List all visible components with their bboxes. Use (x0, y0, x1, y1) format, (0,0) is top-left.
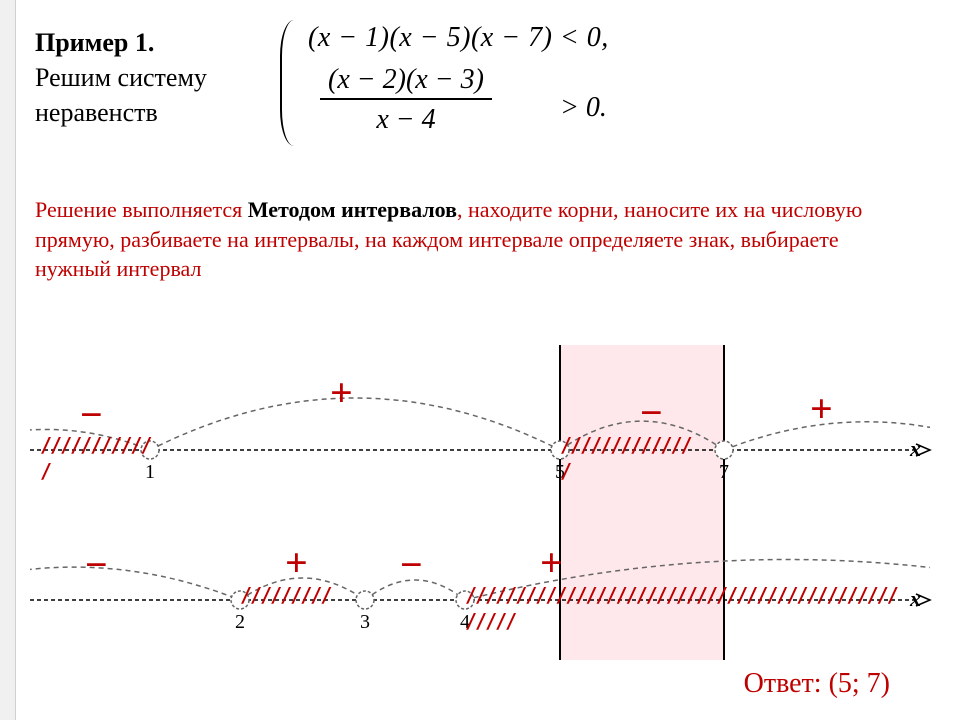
svg-text://///////////: ///////////// (560, 433, 691, 457)
svg-text:+: + (285, 540, 308, 585)
inequality-2-fraction: (x − 2)(x − 3) x − 4 (320, 64, 492, 136)
svg-text:3: 3 (360, 611, 370, 633)
expl-bold: Методом интервалов (248, 197, 457, 222)
brace-icon (280, 20, 302, 146)
system-of-inequalities: (x − 1)(x − 5)(x − 7) < 0, (x − 2)(x − 3… (280, 12, 640, 152)
svg-text:−: − (85, 542, 108, 587)
explanation-text: Решение выполняется Методом интервалов, … (35, 195, 900, 284)
interval-diagram: 157−+−+//////////////////////////234−+−+… (30, 330, 935, 690)
svg-text:−: − (400, 542, 423, 587)
inequality-1: (x − 1)(x − 5)(x − 7) < 0, (308, 22, 609, 54)
fraction-denominator: x − 4 (320, 100, 492, 136)
expl-pre: Решение выполняется (35, 197, 248, 222)
svg-text:///////////: /////////// (40, 433, 151, 457)
left-margin (0, 0, 16, 720)
svg-text:+: + (810, 386, 833, 431)
svg-text:+: + (330, 370, 353, 415)
svg-text:x: x (909, 586, 921, 611)
svg-text:−: − (80, 392, 103, 437)
answer-text: Ответ: (5; 7) (744, 668, 890, 700)
svg-text://///: ///// (465, 609, 516, 633)
svg-text:2: 2 (235, 611, 245, 633)
slide: Пример 1. Решим систему неравенств (x − … (0, 0, 960, 720)
svg-text:−: − (640, 390, 663, 435)
svg-text:7: 7 (719, 461, 729, 483)
svg-text:/: / (560, 459, 571, 483)
svg-text://///////: ///////// (240, 583, 331, 607)
svg-text:1: 1 (145, 461, 155, 483)
svg-text://////////////////////////////: ////////////////////////////////////////… (465, 583, 898, 607)
fraction-numerator: (x − 2)(x − 3) (320, 64, 492, 98)
svg-text:/: / (40, 459, 51, 483)
title-line3: неравенств (35, 98, 158, 127)
title-line1: Пример 1. (35, 28, 154, 57)
diagram-svg: 157−+−+//////////////////////////234−+−+… (30, 330, 935, 690)
inequality-2-rhs: > 0. (560, 92, 607, 124)
title-block: Пример 1. Решим систему неравенств (35, 25, 207, 130)
svg-text:+: + (540, 540, 563, 585)
title-line2: Решим систему (35, 63, 207, 92)
svg-text:x: x (909, 436, 921, 461)
